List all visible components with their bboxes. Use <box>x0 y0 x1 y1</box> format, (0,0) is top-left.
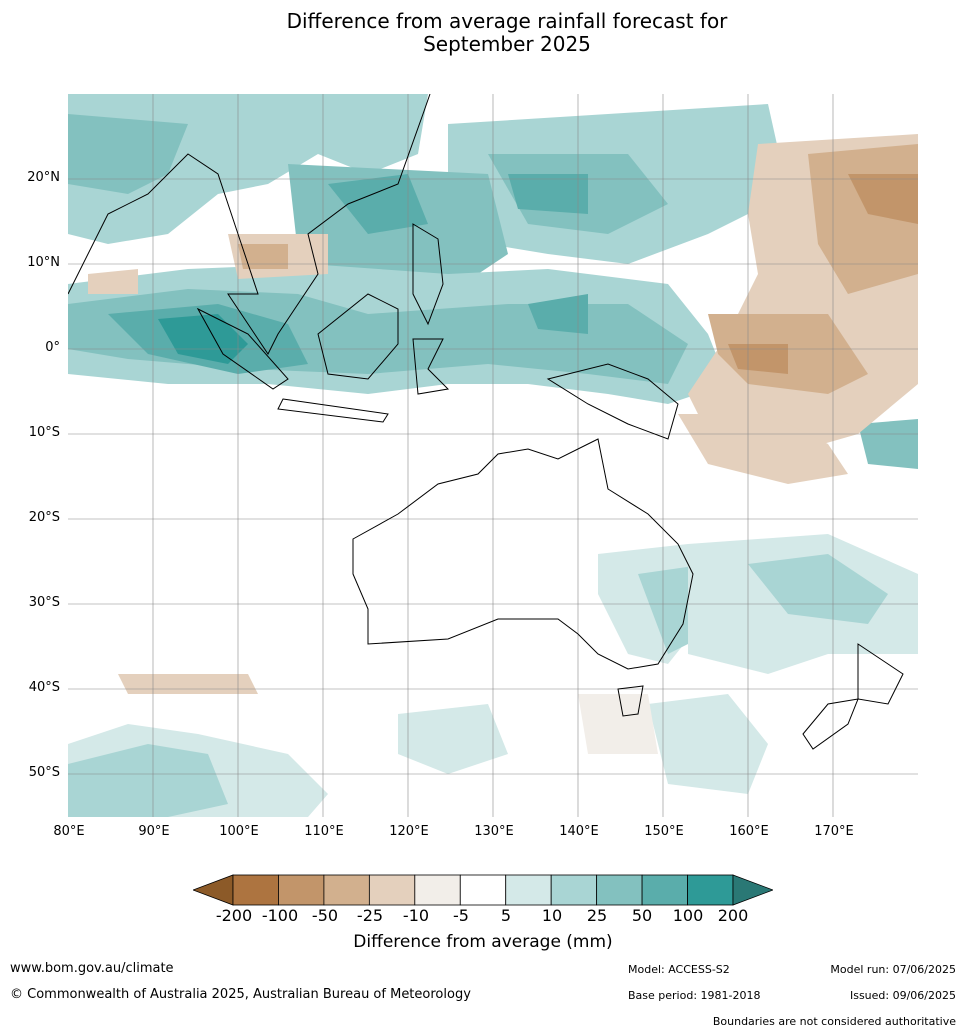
colorbar-swatch <box>459 874 507 906</box>
colorbar-swatch <box>505 874 552 906</box>
colorbar-swatch <box>368 874 416 906</box>
colorbar-arrow-low <box>193 874 234 906</box>
colorbar <box>193 874 773 906</box>
base-period: Base period: 1981-2018 <box>628 989 761 1002</box>
colorbar-swatch <box>641 874 688 906</box>
disclaimer: Boundaries are not considered authoritat… <box>712 1015 956 1028</box>
issued-date: Issued: 09/06/2025 <box>849 989 956 1002</box>
coastlines <box>68 94 904 750</box>
colorbar-tick: 200 <box>717 906 749 925</box>
colorbar-tick: -200 <box>215 906 253 925</box>
colorbar-swatch <box>414 874 461 906</box>
colorbar-tick: 10 <box>541 906 563 925</box>
lat-label-0: 0° <box>45 340 60 355</box>
lat-label-30s: 30°S <box>28 595 60 610</box>
colorbar-swatch <box>596 874 643 906</box>
lon-label-100e: 100°E <box>219 824 259 839</box>
lon-label-160e: 160°E <box>729 824 769 839</box>
lon-label-120e: 120°E <box>389 824 429 839</box>
copyright-text: © Commonwealth of Australia 2025, Austra… <box>10 987 471 1002</box>
colorbar-label: Difference from average (mm) <box>353 932 613 952</box>
colorbar-tick: -5 <box>453 906 469 925</box>
map-svg <box>68 94 918 817</box>
lat-label-10s: 10°S <box>28 425 60 440</box>
lon-label-140e: 140°E <box>559 824 599 839</box>
colorbar-swatch <box>550 874 598 906</box>
colorbar-tick: -25 <box>356 906 384 925</box>
borneo-coast <box>317 293 399 380</box>
colorbar-swatch <box>687 874 734 906</box>
colorbar-tick: -10 <box>402 906 430 925</box>
colorbar-swatches <box>193 874 773 906</box>
lat-label-20s: 20°S <box>28 510 60 525</box>
new-zealand-coast <box>802 643 904 750</box>
colorbar-swatch <box>278 874 325 906</box>
colorbar-swatch <box>323 874 370 906</box>
source-link[interactable]: www.bom.gov.au/climate <box>10 961 174 976</box>
lon-label-110e: 110°E <box>304 824 344 839</box>
title-line-2: September 2025 <box>423 32 591 56</box>
lon-label-130e: 130°E <box>474 824 514 839</box>
lat-label-20n: 20°N <box>27 170 60 185</box>
australia-coast <box>352 438 694 670</box>
lat-label-40s: 40°S <box>28 680 60 695</box>
colorbar-arrow-high <box>732 874 773 906</box>
sulawesi-coast <box>412 338 450 395</box>
asia-mainland-coast <box>68 94 431 355</box>
title-line-1: Difference from average rainfall forecas… <box>286 9 728 33</box>
rainfall-map <box>68 94 918 817</box>
philippines-coast <box>412 223 444 326</box>
model-run: Model run: 07/06/2025 <box>830 963 956 976</box>
colorbar-tick: 100 <box>672 906 704 925</box>
colorbar-swatch <box>232 874 279 906</box>
colorbar-tick: 50 <box>631 906 653 925</box>
lon-label-170e: 170°E <box>814 824 854 839</box>
colorbar-tick: 25 <box>586 906 608 925</box>
lon-label-90e: 90°E <box>138 824 170 839</box>
lat-label-10n: 10°N <box>27 255 60 270</box>
colorbar-tick: 5 <box>500 906 512 925</box>
map-title: Difference from average rainfall forecas… <box>0 10 965 56</box>
lon-label-80e: 80°E <box>53 824 85 839</box>
colorbar-tick: -100 <box>261 906 299 925</box>
tasmania-coast <box>617 685 644 717</box>
java-coast <box>277 398 389 423</box>
lat-label-50s: 50°S <box>28 765 60 780</box>
sumatra-coast <box>196 307 289 390</box>
new-guinea-coast <box>546 363 679 440</box>
model-name: Model: ACCESS-S2 <box>628 963 730 976</box>
colorbar-tick: -50 <box>311 906 339 925</box>
lon-label-150e: 150°E <box>644 824 684 839</box>
graticule <box>68 94 918 817</box>
